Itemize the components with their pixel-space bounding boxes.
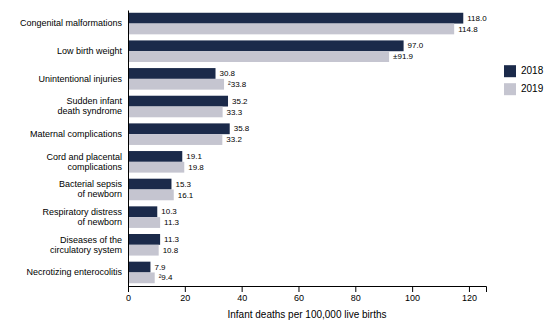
tick-label: Maternal complications [30,129,123,139]
bar [128,217,160,228]
tick-label: 60 [294,293,304,303]
data-label: 19.1 [186,152,202,161]
bar [128,51,389,62]
legend-label: 2018 [521,66,544,77]
tick-mark [298,286,299,292]
data-label: 30.8 [220,69,236,78]
tick-label: Low birth weight [57,46,123,56]
tick: Congenital malformations [20,18,128,28]
bar [128,134,222,145]
bar [128,262,150,273]
legend-swatch [504,83,516,95]
data-label: 33.2 [226,135,242,144]
tick-label: Cord and placentalcomplications [46,152,122,172]
data-label: 11.3 [164,218,180,227]
bar [128,245,159,256]
y-axis: Necrotizing enterocolitis Diseases of the… [20,11,129,287]
data-label: 11.3 [164,235,180,244]
bar [128,68,216,79]
data-label: 7.9 [154,263,166,272]
data-label: 118.0 [467,14,487,23]
tick-label: 0 [126,293,131,303]
data-label: 97.0 [408,41,424,50]
data-label: 33.3 [227,108,243,117]
axis-line [128,11,129,287]
tick: 0 [126,286,131,303]
bar [128,179,171,190]
tick-label: Sudden infantdeath syndrome [57,96,122,116]
tick: 100 [405,286,420,303]
data-label: ²9.4 [159,273,173,282]
tick-label: Necrotizing enterocolitis [26,267,122,277]
tick: Respiratory distressof newborn [42,207,128,227]
bar [128,206,157,217]
tick-label: 120 [462,293,477,303]
bar [128,13,463,24]
tick-label: Diseases of thecirculatory system [50,235,122,255]
tick-mark [185,286,186,292]
tick-mark [469,286,470,292]
legend-swatch [504,65,516,77]
tick: Diseases of thecirculatory system [50,235,128,255]
tick-label: Congenital malformations [20,18,123,28]
data-label: 35.8 [234,124,250,133]
bar [128,123,230,134]
bar [128,107,223,118]
bar [128,189,174,200]
tick: 60 [294,286,304,303]
data-label: 16.1 [178,191,194,200]
legend-item: 2019 [504,83,544,95]
bar [128,79,224,90]
tick: 80 [351,286,361,303]
plot: 0 20 40 60 80 100 120 Necrotizing enterocolitis… [20,11,544,321]
data-label: 15.3 [175,180,191,189]
bar [128,24,454,35]
data-label: 114.8 [458,25,478,34]
x-axis: 0 20 40 60 80 100 120 [126,286,487,303]
bar [128,40,404,51]
tick: Bacterial sepsisof newborn [59,179,128,199]
bar [128,96,228,107]
tick-label: Bacterial sepsisof newborn [59,179,123,199]
tick: Necrotizing enterocolitis [26,267,128,277]
tick: Low birth weight [57,46,128,56]
tick: Unintentional injuries [38,74,128,84]
tick: 120 [462,286,477,303]
tick: 40 [237,286,247,303]
series [128,24,454,284]
tick-label: Respiratory distressof newborn [42,207,122,227]
bars [128,13,463,283]
bar [128,272,155,283]
tick-label: 20 [180,293,190,303]
bar [128,234,160,245]
tick: Sudden infantdeath syndrome [57,96,128,116]
tick-mark [355,286,356,292]
data-label: 19.8 [188,163,204,172]
tick-mark [242,286,243,292]
data-label: 10.3 [161,207,177,216]
legend-item: 2018 [504,65,544,77]
tick-label: 100 [405,293,420,303]
tick-mark [412,286,413,292]
bar [128,151,182,162]
tick: Cord and placentalcomplications [46,152,128,172]
chart: 0 20 40 60 80 100 120 Necrotizing enterocolitis… [0,0,560,324]
tick: Maternal complications [30,129,128,139]
tick-mark [128,286,129,292]
legend-label: 2019 [521,84,544,95]
bar [128,162,184,173]
data-label: 10.8 [163,246,179,255]
tick-label: 80 [351,293,361,303]
tick-label: 40 [237,293,247,303]
data-label: 35.2 [232,97,248,106]
data-label: ²33.8 [228,80,247,89]
series [128,13,463,273]
data-label: ±91.9 [393,52,414,61]
data-labels: 7.9 11.3 10.3 15.3 19.1 35.8 35.2 30.8 97.0 118.0… [154,14,487,283]
tick: 20 [180,286,190,303]
legend: 2018 2019 [504,65,544,95]
tick-label: Unintentional injuries [38,74,122,84]
axis-line [129,287,487,293]
x-axis-title: Infant deaths per 100,000 live births [228,309,387,320]
